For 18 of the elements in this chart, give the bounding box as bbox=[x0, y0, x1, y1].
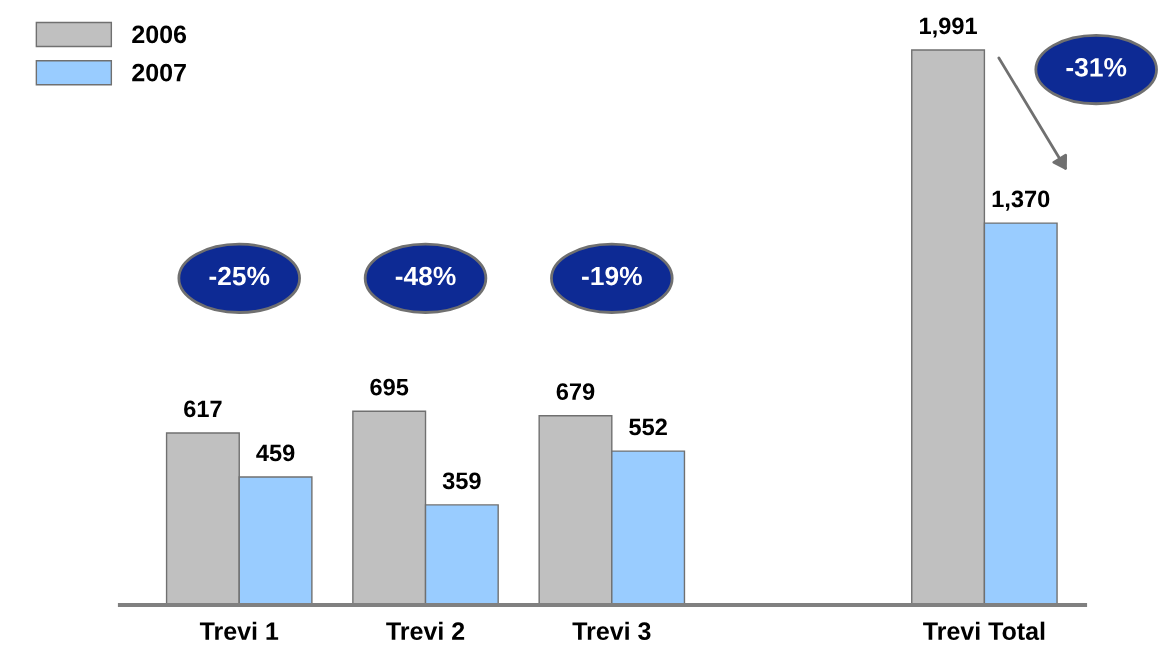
x-tick-label: Trevi Total bbox=[923, 621, 1045, 641]
data-label: 1,991 bbox=[920, 17, 977, 38]
data-label: 1,370 bbox=[992, 190, 1050, 211]
data-label: 617 bbox=[184, 400, 222, 418]
x-tick-label: Trevi 1 bbox=[199, 621, 279, 641]
annotation: -31% bbox=[1066, 57, 1127, 77]
legend-label: 2006 bbox=[132, 25, 187, 44]
x-tick-label: Trevi 2 bbox=[386, 621, 465, 641]
annotation: -19% bbox=[582, 266, 642, 286]
annotation: -25% bbox=[209, 266, 270, 286]
data-label: 695 bbox=[370, 378, 409, 396]
legend-label: 2007 bbox=[132, 63, 186, 82]
x-tick-label: Trevi 3 bbox=[572, 621, 651, 641]
data-label: 359 bbox=[442, 472, 481, 490]
data-label: 552 bbox=[629, 418, 667, 436]
data-label: 679 bbox=[556, 383, 595, 400]
data-label: 459 bbox=[256, 444, 295, 462]
annotation: -48% bbox=[395, 266, 456, 286]
